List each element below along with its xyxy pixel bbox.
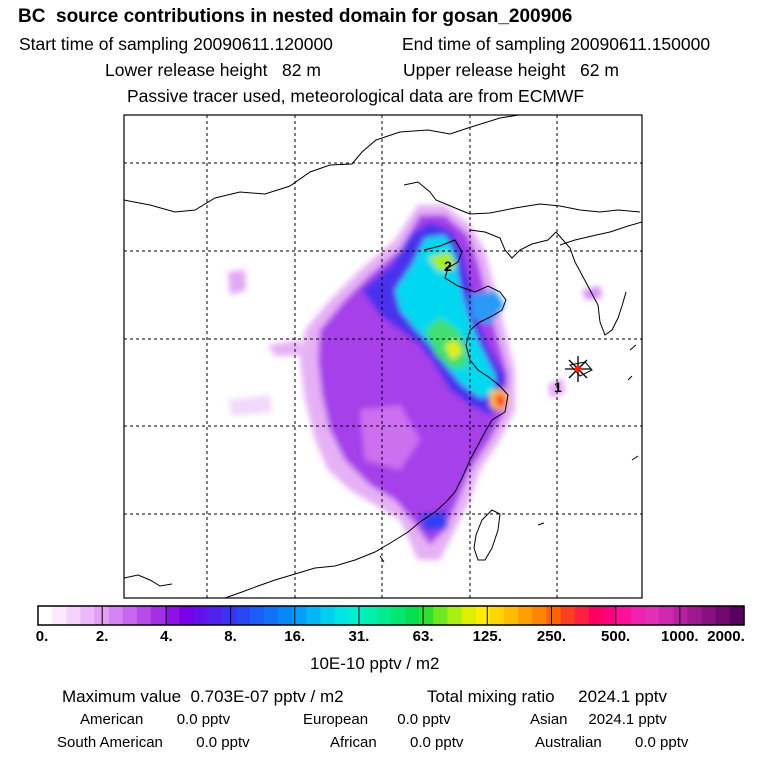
- colorbar-tick-label: 1000.: [661, 628, 699, 645]
- colorbar-swatch: [645, 606, 660, 625]
- colorbar-swatch: [80, 606, 96, 625]
- colorbar-swatch: [687, 606, 703, 625]
- colorbar-swatch: [518, 606, 533, 625]
- page-title: BC source contributions in nested domain…: [18, 6, 573, 27]
- colorbar-swatch: [122, 606, 138, 625]
- colorbar-swatch: [447, 606, 463, 625]
- colorbar-swatch: [461, 606, 477, 625]
- colorbar-swatch: [108, 606, 124, 625]
- colorbar-swatch: [66, 606, 81, 625]
- colorbar-tick-label: 31.: [348, 628, 370, 645]
- colorbar-swatch: [391, 606, 406, 625]
- colorbar-swatch: [52, 606, 67, 625]
- start-time-label: Start time of sampling 20090611.120000: [19, 34, 333, 54]
- star-icon: [565, 356, 591, 382]
- colorbar-swatch: [136, 606, 152, 625]
- colorbar-swatch: [405, 606, 420, 625]
- map-border: [123, 114, 643, 599]
- lower-release-label: Lower release height 82 m: [105, 60, 321, 80]
- colorbar-tick-label: 4.: [160, 628, 173, 645]
- colorbar-swatch: [729, 606, 745, 625]
- colorbar-swatch: [334, 606, 350, 625]
- point-label-2: 2: [444, 258, 452, 274]
- colorbar-swatch: [320, 606, 336, 625]
- colorbar-tick-label: 16.: [284, 628, 306, 645]
- colorbar-tick-label: 125.: [472, 628, 502, 645]
- colorbar-swatch: [532, 606, 547, 625]
- colorbar-swatch: [475, 606, 491, 625]
- colorbar-swatch: [419, 606, 434, 625]
- colorbar-swatch: [659, 606, 674, 625]
- concentration-field: [228, 205, 602, 560]
- colorbar-border: [37, 605, 745, 626]
- point-label-1: 1: [554, 379, 562, 395]
- south-american-contribution: South American 0.0 pptv: [57, 734, 250, 751]
- colorbar-swatch: [263, 606, 279, 625]
- colorbar-swatch: [701, 606, 717, 625]
- colorbar-swatch: [249, 606, 265, 625]
- american-contribution: American 0.0 pptv: [80, 711, 231, 728]
- colorbar-swatch: [503, 606, 519, 625]
- colorbar-swatch: [235, 606, 251, 625]
- colorbar-swatch: [278, 606, 293, 625]
- colorbar-tick-label: 250.: [536, 628, 567, 645]
- colorbar-unit: 10E-10 pptv / m2: [310, 654, 440, 673]
- colorbar-swatch: [546, 606, 562, 625]
- colorbar-swatch: [489, 606, 505, 625]
- colorbar-swatch: [348, 606, 364, 625]
- colorbar-swatch: [631, 606, 646, 625]
- colorbar-swatch: [150, 606, 166, 625]
- colorbar-swatch: [179, 606, 194, 625]
- african-contribution: African 0.0 pptv: [330, 734, 464, 751]
- colorbar-swatch: [306, 606, 321, 625]
- colorbar-swatch: [193, 606, 209, 625]
- maximum-value: Maximum value 0.703E-07 pptv / m2: [62, 687, 344, 706]
- colorbar-tick-label: 2.: [95, 628, 109, 645]
- colorbar-tick-label: 63.: [412, 628, 434, 645]
- australian-contribution: Australian 0.0 pptv: [535, 734, 689, 751]
- colorbar-swatch: [376, 606, 392, 625]
- colorbar-tick-label: 500.: [601, 628, 631, 645]
- end-time-label: End time of sampling 20090611.150000: [402, 34, 711, 54]
- colorbar-swatch: [165, 606, 180, 625]
- colorbar-swatch: [38, 606, 53, 625]
- european-contribution: European 0.0 pptv: [303, 711, 451, 728]
- asian-contribution: Asian 2024.1 pptv: [530, 711, 667, 728]
- total-mixing-ratio: Total mixing ratio 2024.1 pptv: [427, 687, 668, 706]
- colorbar-swatch: [292, 606, 307, 625]
- colorbar-swatch: [715, 606, 731, 625]
- graticule: [124, 115, 642, 598]
- upper-release-label: Upper release height 62 m: [403, 60, 619, 80]
- colorbar-swatch: [588, 606, 604, 625]
- colorbar-tick-label: 0.: [35, 628, 49, 645]
- colorbar-swatch: [433, 606, 449, 625]
- colorbar-swatch: [574, 606, 590, 625]
- colorbar-swatch: [221, 606, 237, 625]
- coastlines: [124, 115, 642, 598]
- colorbar-tick-label: 8.: [224, 628, 237, 645]
- colorbar-swatch: [673, 606, 689, 625]
- colorbar-swatch: [362, 606, 378, 625]
- colorbar-tick-label: 2000.: [707, 628, 745, 645]
- colorbar-swatch: [207, 606, 223, 625]
- colorbar: [38, 606, 745, 625]
- colorbar-swatch: [616, 606, 632, 625]
- tracer-note: Passive tracer used, meteorological data…: [127, 86, 585, 106]
- colorbar-swatch: [602, 606, 618, 625]
- colorbar-swatch: [560, 606, 576, 625]
